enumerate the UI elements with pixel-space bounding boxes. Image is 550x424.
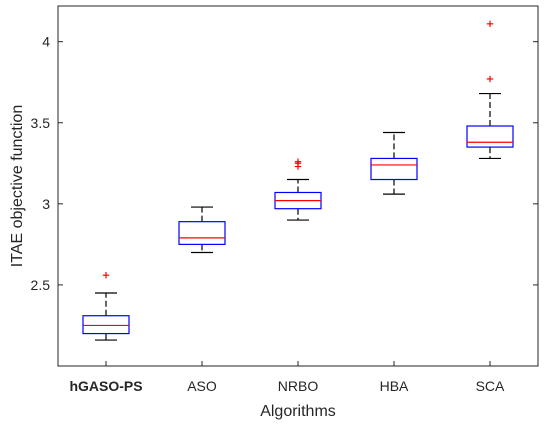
y-axis-label: ITAE objective function	[9, 105, 26, 267]
box-group	[82, 271, 130, 341]
outlier-point	[486, 20, 494, 28]
x-tick-label: NRBO	[278, 378, 319, 394]
box-rect	[82, 315, 130, 335]
box-group	[178, 206, 226, 254]
y-axis: 2.5 3 3.5 4	[31, 34, 538, 293]
box-rect	[178, 221, 226, 245]
x-tick-label: SCA	[476, 378, 505, 394]
outlier-point	[486, 75, 494, 83]
y-tick-label: 3.5	[31, 115, 51, 131]
box-group	[466, 20, 514, 160]
box-group	[370, 131, 418, 195]
box-rect	[370, 157, 418, 181]
x-tick-label: ASO	[187, 378, 217, 394]
x-axis-label: Algorithms	[260, 403, 336, 420]
x-tick-label: hGASO-PS	[69, 378, 142, 394]
outlier-point	[102, 271, 110, 279]
outlier-point	[294, 158, 302, 165]
y-tick-label: 4	[42, 34, 50, 50]
y-tick-label: 3	[42, 196, 50, 212]
x-axis: hGASO-PS ASO NRBO HBA SCA	[69, 361, 505, 394]
y-tick-label: 2.5	[31, 277, 51, 293]
plot-area	[57, 5, 539, 367]
x-tick-label: HBA	[380, 378, 409, 394]
box-rect	[466, 125, 514, 148]
boxes	[82, 20, 514, 341]
box-group	[274, 158, 322, 221]
